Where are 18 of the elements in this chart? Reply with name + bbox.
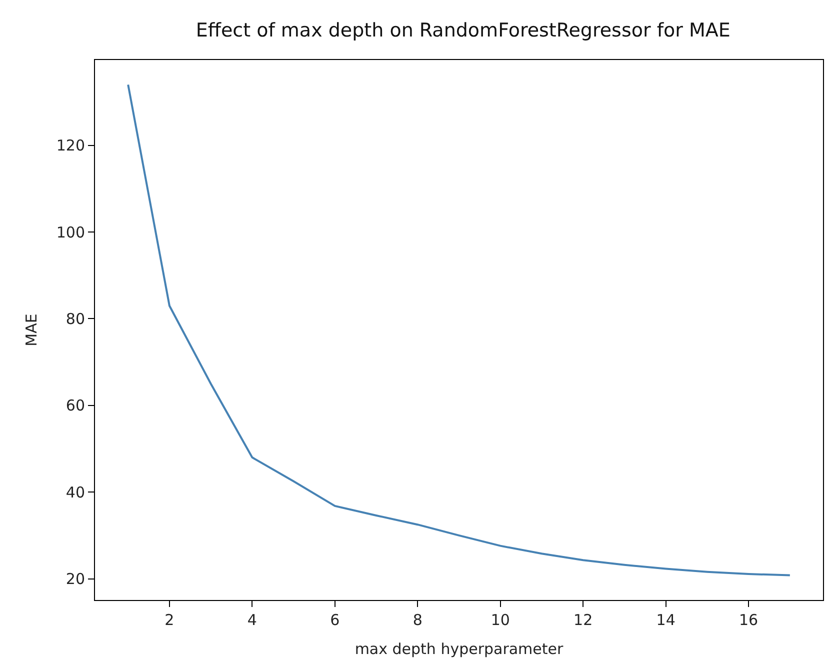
x-axis-title: max depth hyperparameter: [354, 640, 564, 658]
y-tick-label: 20: [66, 570, 85, 588]
y-tick-label: 60: [66, 396, 85, 415]
y-tick-label: 100: [56, 223, 85, 242]
x-tick-label: 2: [164, 611, 174, 629]
y-tick-label: 40: [66, 483, 85, 502]
x-tick-label: 14: [656, 611, 676, 629]
x-tick-label: 12: [574, 611, 593, 629]
x-tick-label: 8: [412, 611, 422, 629]
x-tick-label: 4: [247, 611, 257, 629]
y-axis-title: MAE: [22, 314, 41, 346]
y-tick-label: 120: [56, 136, 85, 155]
x-tick-label: 6: [330, 611, 340, 629]
line-series: [127, 84, 791, 576]
chart-title: Effect of max depth on RandomForestRegressor for MAE: [196, 19, 730, 42]
y-tick-label: 80: [66, 310, 85, 328]
x-tick-label: 10: [490, 611, 510, 629]
x-tick-label: 16: [739, 611, 758, 629]
